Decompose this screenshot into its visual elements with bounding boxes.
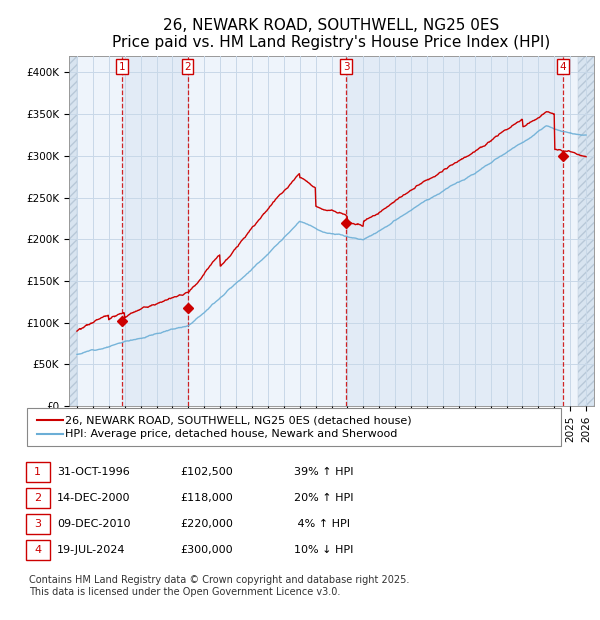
- Text: 26, NEWARK ROAD, SOUTHWELL, NG25 0ES (detached house): 26, NEWARK ROAD, SOUTHWELL, NG25 0ES (de…: [65, 415, 412, 425]
- Text: 1: 1: [34, 467, 41, 477]
- Text: 4: 4: [34, 545, 41, 555]
- Text: 2: 2: [184, 61, 191, 72]
- Text: 20% ↑ HPI: 20% ↑ HPI: [294, 493, 353, 503]
- Text: 2: 2: [34, 493, 41, 503]
- Text: 1: 1: [119, 61, 125, 72]
- Text: HPI: Average price, detached house, Newark and Sherwood: HPI: Average price, detached house, Newa…: [65, 429, 397, 440]
- Bar: [69, 56, 77, 406]
- Text: 3: 3: [34, 519, 41, 529]
- Text: £300,000: £300,000: [180, 545, 233, 555]
- Text: £118,000: £118,000: [180, 493, 233, 503]
- Bar: [578, 56, 600, 406]
- Text: 09-DEC-2010: 09-DEC-2010: [57, 519, 131, 529]
- Text: £220,000: £220,000: [180, 519, 233, 529]
- Text: 19-JUL-2024: 19-JUL-2024: [57, 545, 125, 555]
- Text: 14-DEC-2000: 14-DEC-2000: [57, 493, 131, 503]
- Text: 4% ↑ HPI: 4% ↑ HPI: [294, 519, 350, 529]
- Text: £102,500: £102,500: [180, 467, 233, 477]
- Text: 31-OCT-1996: 31-OCT-1996: [57, 467, 130, 477]
- Text: 4: 4: [560, 61, 566, 72]
- Bar: [122, 56, 188, 406]
- Text: 3: 3: [343, 61, 350, 72]
- Bar: [346, 56, 563, 406]
- Title: 26, NEWARK ROAD, SOUTHWELL, NG25 0ES
Price paid vs. HM Land Registry's House Pri: 26, NEWARK ROAD, SOUTHWELL, NG25 0ES Pri…: [112, 18, 551, 50]
- Text: 39% ↑ HPI: 39% ↑ HPI: [294, 467, 353, 477]
- Text: 10% ↓ HPI: 10% ↓ HPI: [294, 545, 353, 555]
- Text: Contains HM Land Registry data © Crown copyright and database right 2025.
This d: Contains HM Land Registry data © Crown c…: [29, 575, 409, 597]
